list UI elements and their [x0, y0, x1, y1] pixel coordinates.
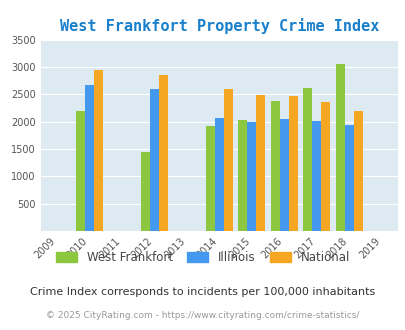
Text: © 2025 CityRating.com - https://www.cityrating.com/crime-statistics/: © 2025 CityRating.com - https://www.city…	[46, 311, 359, 320]
Bar	[353, 111, 362, 231]
Bar	[311, 121, 320, 231]
Bar	[94, 70, 103, 231]
Bar	[247, 122, 256, 231]
Bar	[335, 64, 344, 231]
Bar	[237, 120, 247, 231]
Bar	[270, 101, 279, 231]
Legend: West Frankfort, Illinois, National: West Frankfort, Illinois, National	[51, 246, 354, 269]
Bar	[320, 102, 330, 231]
Bar	[158, 75, 168, 231]
Bar	[214, 118, 223, 231]
Bar	[205, 126, 214, 231]
Title: West Frankfort Property Crime Index: West Frankfort Property Crime Index	[60, 18, 378, 34]
Bar	[302, 88, 311, 231]
Bar	[149, 89, 158, 231]
Bar	[288, 96, 297, 231]
Bar	[344, 125, 353, 231]
Bar	[279, 119, 288, 231]
Bar	[75, 111, 85, 231]
Bar	[140, 152, 149, 231]
Bar	[223, 89, 232, 231]
Text: Crime Index corresponds to incidents per 100,000 inhabitants: Crime Index corresponds to incidents per…	[30, 287, 375, 297]
Bar	[256, 95, 265, 231]
Bar	[85, 85, 94, 231]
